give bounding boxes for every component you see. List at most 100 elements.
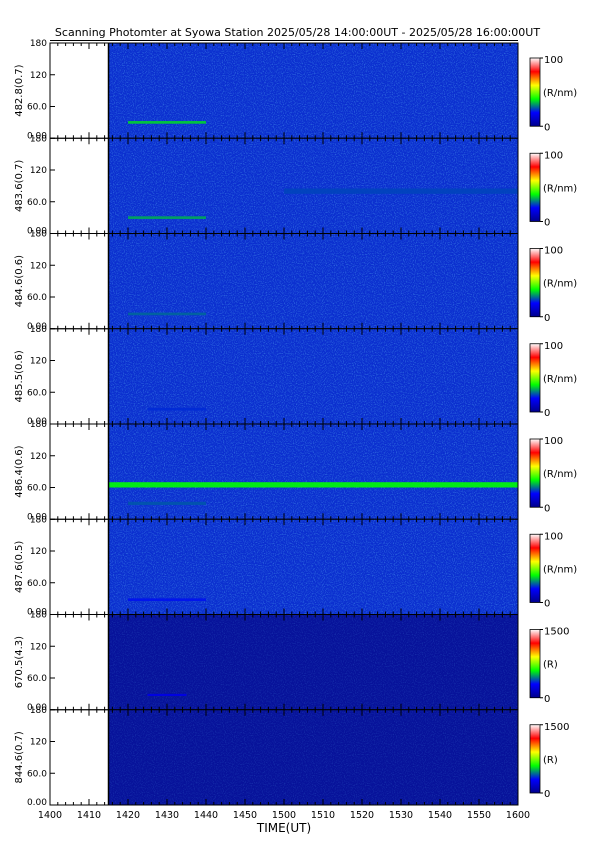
y-tick-label: 180 bbox=[30, 134, 47, 144]
emission-band bbox=[147, 693, 187, 696]
colorbar-min-label: 0 bbox=[544, 218, 550, 229]
y-tick-label: 60.0 bbox=[27, 198, 47, 208]
y-tick-label: 180 bbox=[30, 39, 47, 49]
colorbar-unit-label: (R) bbox=[543, 660, 558, 671]
y-tick-label: 60.0 bbox=[27, 388, 47, 398]
x-tick-label: 1600 bbox=[506, 810, 530, 821]
emission-band bbox=[128, 501, 206, 505]
y-tick-label: 180 bbox=[30, 515, 47, 525]
y-tick-label: 0.00 bbox=[27, 131, 47, 141]
y-tick-label: 120 bbox=[30, 261, 47, 271]
x-tick-label: 1550 bbox=[467, 810, 491, 821]
colorbar bbox=[529, 343, 541, 413]
y-tick-label: 120 bbox=[30, 357, 47, 367]
colorbar bbox=[529, 629, 541, 699]
panel-ylabel: 670.5(4.3) bbox=[14, 636, 25, 688]
colorbar-unit-label: (R/nm) bbox=[543, 183, 577, 194]
x-tick-label: 1540 bbox=[428, 810, 452, 821]
colorbar bbox=[529, 724, 541, 794]
colorbar-max-label: 1500 bbox=[544, 627, 569, 638]
x-tick-label: 1400 bbox=[38, 810, 62, 821]
y-tick-label: 120 bbox=[30, 738, 47, 748]
emission-band bbox=[128, 598, 206, 602]
y-tick-label: 0.00 bbox=[27, 227, 47, 237]
y-tick-label: 180 bbox=[30, 611, 47, 621]
colorbar-max-label: 100 bbox=[544, 246, 563, 257]
colorbar-min-label: 0 bbox=[544, 503, 550, 514]
y-tick-label: 120 bbox=[30, 642, 47, 652]
panel-ylabel: 484.6(0.6) bbox=[14, 255, 25, 307]
emission-band bbox=[108, 482, 518, 488]
x-tick-label: 1410 bbox=[77, 810, 101, 821]
y-tick-label: 60.0 bbox=[27, 293, 47, 303]
y-tick-label: 0.00 bbox=[27, 322, 47, 332]
x-tick-label: 1510 bbox=[311, 810, 335, 821]
emission-band bbox=[128, 121, 206, 124]
emission-band bbox=[128, 312, 206, 316]
y-tick-label: 120 bbox=[30, 166, 47, 176]
y-tick-label: 0.00 bbox=[27, 512, 47, 522]
emission-band bbox=[128, 216, 206, 219]
colorbar-max-label: 100 bbox=[544, 531, 563, 542]
colorbar-max-label: 100 bbox=[544, 55, 563, 66]
colorbar-unit-label: (R/nm) bbox=[543, 374, 577, 385]
colorbar-max-label: 1500 bbox=[544, 722, 569, 733]
emission-band bbox=[147, 407, 206, 411]
colorbar-unit-label: (R) bbox=[543, 755, 558, 766]
y-tick-label: 120 bbox=[30, 547, 47, 557]
colorbar-unit-label: (R/nm) bbox=[543, 279, 577, 290]
y-tick-label: 60.0 bbox=[27, 579, 47, 589]
colorbar bbox=[529, 248, 541, 318]
heatmap-noise bbox=[108, 709, 518, 805]
y-tick-label: 0.00 bbox=[27, 608, 47, 618]
y-tick-label: 180 bbox=[30, 325, 47, 335]
colorbar bbox=[529, 57, 541, 127]
colorbar-min-label: 0 bbox=[544, 408, 550, 419]
x-tick-label: 1520 bbox=[350, 810, 374, 821]
y-tick-label: 60.0 bbox=[27, 103, 47, 113]
panel-ylabel: 486.4(0.6) bbox=[14, 445, 25, 497]
chart-title: Scanning Photomter at Syowa Station 2025… bbox=[54, 26, 541, 39]
colorbar-unit-label: (R/nm) bbox=[543, 469, 577, 480]
x-tick-label: 1500 bbox=[272, 810, 296, 821]
colorbar-min-label: 0 bbox=[544, 313, 550, 324]
panel-ylabel: 485.5(0.6) bbox=[14, 350, 25, 402]
colorbar-min-label: 0 bbox=[544, 122, 550, 133]
colorbar-max-label: 100 bbox=[544, 436, 563, 447]
x-tick-label: 1530 bbox=[389, 810, 413, 821]
colorbar-unit-label: (R/nm) bbox=[543, 88, 577, 99]
panel-ylabel: 487.6(0.5) bbox=[14, 541, 25, 593]
y-tick-label: 60.0 bbox=[27, 674, 47, 684]
colorbar bbox=[529, 533, 541, 603]
y-tick-label: 60.0 bbox=[27, 769, 47, 779]
colorbar-min-label: 0 bbox=[544, 599, 550, 610]
colorbar-max-label: 100 bbox=[544, 150, 563, 161]
x-axis-title: TIME(UT) bbox=[256, 821, 312, 835]
y-tick-label: 60.0 bbox=[27, 484, 47, 494]
y-tick-label: 0.00 bbox=[27, 703, 47, 713]
colorbar-min-label: 0 bbox=[544, 694, 550, 705]
y-tick-label: 180 bbox=[30, 706, 47, 716]
title-divider bbox=[50, 40, 518, 41]
y-tick-label: 0.00 bbox=[27, 798, 47, 808]
y-tick-label: 180 bbox=[30, 420, 47, 430]
colorbar bbox=[529, 152, 541, 222]
y-tick-label: 180 bbox=[30, 230, 47, 240]
x-tick-label: 1430 bbox=[155, 810, 179, 821]
colorbar-unit-label: (R/nm) bbox=[543, 564, 577, 575]
panel-ylabel: 844.6(0.7) bbox=[14, 731, 25, 783]
y-tick-label: 120 bbox=[30, 452, 47, 462]
panel-ylabel: 483.6(0.7) bbox=[14, 160, 25, 212]
colorbar-max-label: 100 bbox=[544, 341, 563, 352]
x-tick-label: 1450 bbox=[233, 810, 257, 821]
colorbar-min-label: 0 bbox=[544, 789, 550, 800]
colorbar bbox=[529, 438, 541, 508]
heatmap-noise bbox=[108, 138, 518, 234]
heatmap-noise bbox=[108, 43, 518, 139]
panel-ylabel: 482.8(0.7) bbox=[14, 64, 25, 116]
y-tick-label: 120 bbox=[30, 71, 47, 81]
y-tick-label: 0.00 bbox=[27, 417, 47, 427]
x-tick-label: 1420 bbox=[116, 810, 140, 821]
x-tick-label: 1440 bbox=[194, 810, 218, 821]
